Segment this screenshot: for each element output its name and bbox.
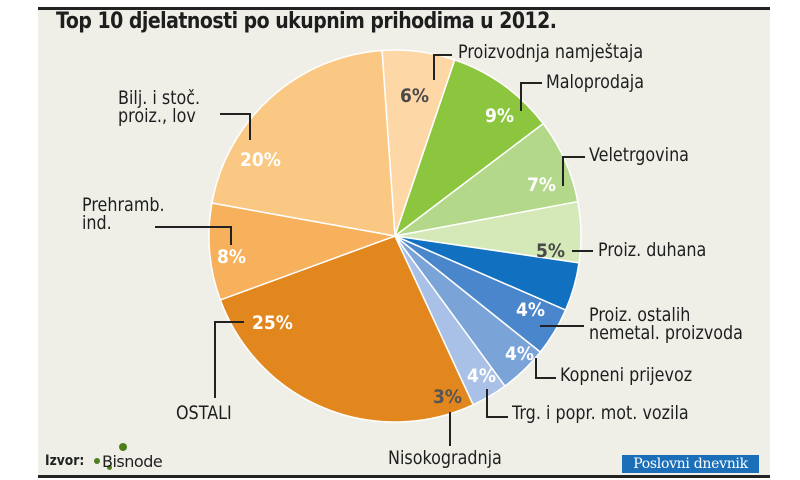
pie-slices <box>208 49 582 423</box>
label-veletrgovina: Veletrgovina <box>589 144 689 166</box>
label-bilj-2: proiz., lov <box>118 105 196 127</box>
leader-bilj <box>220 113 251 140</box>
pct-maloprodaja: 9% <box>485 105 515 127</box>
publisher-logo: Poslovni dnevnik <box>622 455 759 473</box>
leader-prehramb <box>155 226 232 245</box>
label-duhan: Proiz. duhana <box>598 239 707 261</box>
label-trg: Trg. i popr. mot. vozila <box>512 402 689 424</box>
label-kopneni: Kopneni prijevoz <box>560 364 693 386</box>
label-namjestaj: Proizvodnja namještaja <box>458 41 644 63</box>
leader-ostali <box>214 321 244 398</box>
leader-kopneni <box>535 358 556 379</box>
leader-namjestaj <box>433 54 452 80</box>
label-prehramb-1: Prehramb. <box>82 194 165 216</box>
pct-nemetal: 4% <box>516 299 546 321</box>
pie-slice <box>393 58 545 239</box>
bisnode-dot-tiny <box>107 465 112 470</box>
pct-ostali: 25% <box>252 312 293 334</box>
source-label: Izvor: <box>45 453 85 469</box>
pct-bilj: 20% <box>240 149 281 171</box>
label-ostali: OSTALI <box>176 402 232 424</box>
pct-niskogradnja: 3% <box>433 386 463 408</box>
label-maloprodaja: Maloprodaja <box>546 71 644 93</box>
bisnode-dot-large <box>119 443 127 451</box>
leader-trg <box>486 389 508 418</box>
pie-slice <box>211 49 396 237</box>
pct-namjestaj: 6% <box>400 85 430 107</box>
leader-lines <box>155 54 593 446</box>
label-nemetal-2: nemetal. proizvoda <box>589 322 743 344</box>
leader-veletrgovina <box>562 156 585 186</box>
bisnode-logo: Bisnode <box>102 452 163 471</box>
pct-veletrgovina: 7% <box>527 174 557 196</box>
bisnode-dot-small <box>94 458 100 464</box>
pct-duhan: 5% <box>536 240 566 262</box>
chart-title: Top 10 djelatnosti po ukupnim prihodima … <box>56 9 557 34</box>
leader-maloprodaja <box>520 82 542 111</box>
pie-slice <box>219 235 475 423</box>
label-prehramb-2: ind. <box>82 212 112 234</box>
label-nemetal-1: Proiz. ostalih <box>589 304 691 326</box>
pie-slice <box>208 202 398 301</box>
label-niskogradnja: Nisokogradnja <box>388 447 502 469</box>
pct-prehramb: 8% <box>217 246 247 268</box>
pct-trg: 4% <box>467 365 497 387</box>
pct-kopneni: 4% <box>505 343 535 365</box>
label-bilj-1: Bilj. i stoč. <box>118 87 201 109</box>
